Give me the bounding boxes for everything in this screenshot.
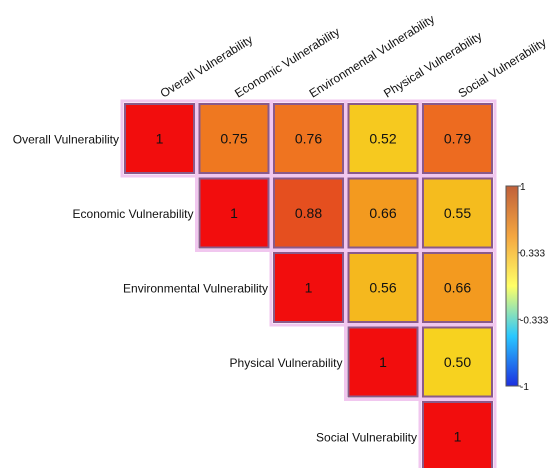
- row-label-social-vulnerability: Social Vulnerability: [316, 431, 417, 445]
- cell-value-1-3: 0.66: [369, 205, 396, 221]
- heatmap-cell-2-3: [347, 252, 419, 323]
- row-label-economic-vulnerability: Economic Vulnerability: [73, 207, 194, 221]
- colorbar-gradient: [505, 185, 519, 387]
- heatmap-cell-1-2: [273, 177, 344, 249]
- heatmap-cell-1-3: [347, 177, 419, 249]
- cell-value-0-2: 0.76: [295, 131, 322, 147]
- colorbar-tick-label: 0.333: [520, 249, 545, 260]
- cell-value-0-4: 0.79: [444, 131, 471, 147]
- cell-value-3-4: 0.50: [444, 354, 471, 370]
- column-label-environmental-vulnerability: Environmental Vulnerability: [307, 12, 437, 101]
- heatmap-cell-4-4: [422, 401, 493, 468]
- colorbar-tick-label: 1: [520, 182, 526, 193]
- cell-value-1-2: 0.88: [295, 205, 322, 221]
- heatmap-cell-1-1: [198, 177, 270, 249]
- cell-value-0-3: 0.52: [369, 131, 396, 147]
- heatmap-cell-2-2: [273, 252, 344, 323]
- heatmap-cell-3-4: [422, 326, 493, 398]
- heatmap-cell-3-3: [347, 326, 419, 398]
- cell-value-3-3: 1: [379, 354, 387, 370]
- cell-value-2-4: 0.66: [444, 280, 471, 296]
- heatmap-cell-0-1: [198, 103, 270, 174]
- colorbar-tick-label: -1: [520, 382, 529, 393]
- cell-value-1-4: 0.55: [444, 205, 471, 221]
- heatmap-cell-1-4: [422, 177, 493, 249]
- color-scale-legend: 1 0.333 -0.333 -1: [505, 182, 549, 393]
- cell-value-1-1: 1: [230, 205, 238, 221]
- cell-value-2-3: 0.56: [369, 280, 396, 296]
- cell-value-labels: 1 0.75 0.76 0.52 0.79 1 0.88 0.66 0.55 1 0.56 0.66 1…: [156, 131, 472, 445]
- row-label-overall-vulnerability: Overall Vulnerability: [13, 133, 119, 147]
- row-label-environmental-vulnerability: Environmental Vulnerability: [123, 282, 268, 296]
- heatmap-cell-0-3: [347, 103, 419, 174]
- cell-value-0-1: 0.75: [220, 131, 247, 147]
- cell-value-2-2: 1: [305, 280, 313, 296]
- cell-value-4-4: 1: [454, 429, 462, 445]
- heatmap-cell-0-4: [422, 103, 493, 174]
- heatmap-cells: [120, 99, 497, 468]
- heatmap-cell-2-4: [422, 252, 493, 323]
- heatmap-cell-0-0: [124, 103, 195, 174]
- cell-value-0-0: 1: [156, 131, 164, 147]
- cell-glow-4-4: [418, 397, 497, 468]
- colorbar-tick-label: -0.333: [520, 315, 549, 326]
- row-label-physical-vulnerability: Physical Vulnerability: [230, 356, 343, 370]
- heatmap-cell-0-2: [273, 103, 344, 174]
- row-labels: Overall Vulnerability Economic Vulnerabil…: [13, 133, 417, 445]
